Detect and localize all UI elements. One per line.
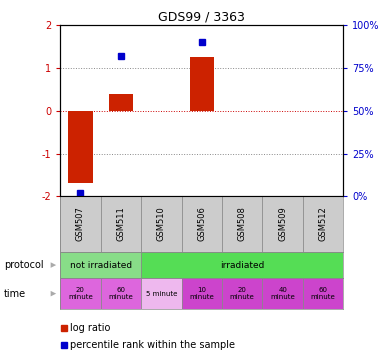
- Bar: [303, 278, 343, 309]
- Text: GSM509: GSM509: [278, 207, 287, 241]
- Bar: [182, 196, 222, 252]
- Bar: [100, 278, 141, 309]
- Text: protocol: protocol: [4, 260, 43, 270]
- Bar: [141, 278, 182, 309]
- Bar: [100, 196, 141, 252]
- Text: 10
minute: 10 minute: [189, 287, 214, 300]
- Text: GSM511: GSM511: [116, 207, 125, 241]
- Text: time: time: [4, 288, 26, 299]
- Bar: [68, 111, 92, 183]
- Text: irradiated: irradiated: [220, 261, 264, 270]
- Bar: [222, 196, 262, 252]
- Text: 20
minute: 20 minute: [230, 287, 255, 300]
- Bar: [109, 94, 133, 111]
- Bar: [182, 278, 222, 309]
- Bar: [141, 196, 182, 252]
- Text: GSM508: GSM508: [238, 207, 247, 241]
- Bar: [222, 278, 262, 309]
- Title: GDS99 / 3363: GDS99 / 3363: [158, 11, 245, 24]
- Text: GSM512: GSM512: [319, 207, 327, 241]
- Text: log ratio: log ratio: [70, 323, 110, 333]
- Text: percentile rank within the sample: percentile rank within the sample: [70, 340, 235, 350]
- Bar: [303, 196, 343, 252]
- Text: GSM510: GSM510: [157, 207, 166, 241]
- Bar: [262, 196, 303, 252]
- Text: not irradiated: not irradiated: [69, 261, 132, 270]
- Text: GSM507: GSM507: [76, 207, 85, 241]
- Bar: [190, 57, 214, 111]
- Text: 60
minute: 60 minute: [109, 287, 133, 300]
- Text: 40
minute: 40 minute: [270, 287, 295, 300]
- Text: 20
minute: 20 minute: [68, 287, 93, 300]
- Bar: [60, 278, 100, 309]
- Bar: [141, 252, 343, 278]
- Bar: [60, 196, 100, 252]
- Bar: [60, 252, 141, 278]
- Text: 5 minute: 5 minute: [146, 291, 177, 297]
- Bar: [262, 278, 303, 309]
- Text: 60
minute: 60 minute: [311, 287, 336, 300]
- Text: GSM506: GSM506: [197, 207, 206, 241]
